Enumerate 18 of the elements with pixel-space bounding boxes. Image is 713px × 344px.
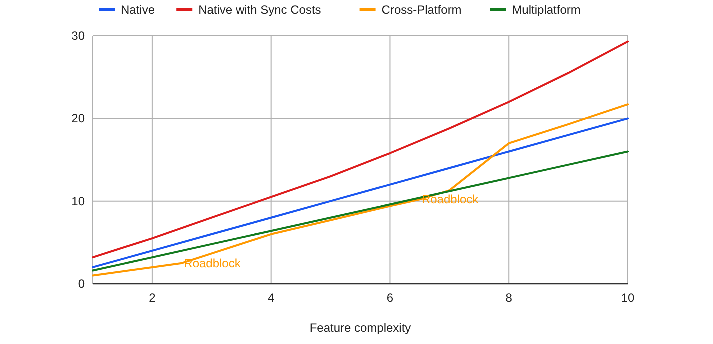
legend-label: Native with Sync Costs bbox=[198, 3, 322, 17]
annotation: Roadblock bbox=[184, 256, 242, 270]
x-tick-label: 10 bbox=[621, 291, 635, 305]
line-series bbox=[92, 150, 629, 272]
y-tick-label: 30 bbox=[72, 29, 86, 43]
x-tick-label: 4 bbox=[268, 291, 275, 305]
y-tick-label: 20 bbox=[72, 112, 86, 126]
line-series bbox=[92, 40, 629, 259]
x-tick-label: 6 bbox=[386, 291, 394, 305]
x-tick-label: 8 bbox=[506, 291, 513, 305]
legend-label: Native bbox=[121, 3, 156, 17]
y-tick-label: 10 bbox=[72, 194, 86, 208]
annotation: Roadblock bbox=[422, 192, 480, 207]
x-axis-title: Feature complexity bbox=[310, 321, 412, 335]
legend-label: Multiplatform bbox=[512, 3, 581, 17]
y-tick-label: 0 bbox=[78, 277, 86, 291]
x-tick-label: 2 bbox=[149, 291, 156, 305]
legend-label: Cross-Platform bbox=[382, 3, 462, 17]
